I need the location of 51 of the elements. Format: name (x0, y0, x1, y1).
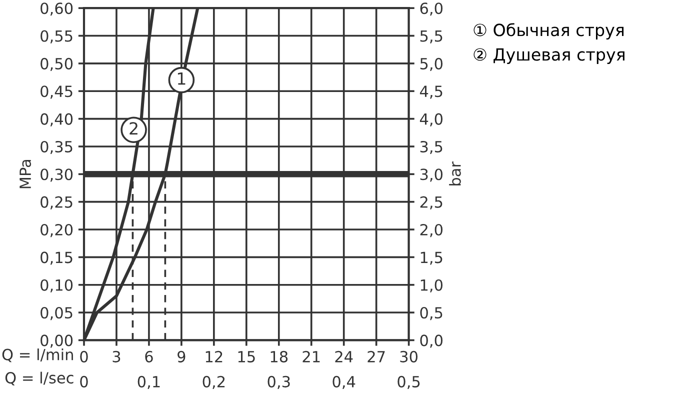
x-tick-label: 12 (206, 350, 222, 362)
text: ② Душевая струя (474, 48, 624, 64)
y-tick-label: 0,40 (40, 113, 73, 126)
y-tick-label: 0,25 (40, 196, 72, 210)
x2-tick-label: 0 (80, 376, 88, 388)
y-tick-label: 0,60 (40, 2, 73, 16)
y2-tick-label: 5,0 (420, 58, 442, 72)
y-tick-label: 0,10 (40, 279, 73, 292)
y2-tick-label: 0,0 (420, 334, 442, 348)
y2-axis-title: bar (449, 161, 461, 186)
y-tick-label: 0,45 (40, 86, 72, 99)
x2-tick-label: 0,5 (398, 376, 420, 389)
y2-tick-label: 4,5 (420, 86, 442, 99)
y-tick-label: 0,50 (40, 58, 73, 72)
y2-tick-label: 3,0 (420, 168, 442, 182)
y2-tick-label: 4,0 (420, 113, 442, 126)
x-tick-label: 15 (238, 351, 255, 362)
y2-tick-label: 1,5 (420, 252, 442, 265)
x-tick-label: 9 (178, 350, 186, 362)
x-tick-label: 6 (145, 350, 153, 362)
x-tick-label: 0 (80, 350, 88, 362)
y-tick-label: 0,55 (40, 30, 72, 44)
y2-tick-label: 2,5 (420, 196, 442, 210)
x-axis-title: Q = l/min (2, 348, 73, 362)
y-tick-label: 0,05 (40, 306, 72, 320)
x2-tick-label: 0,4 (332, 376, 356, 389)
x2-tick-label: 0,2 (202, 376, 225, 389)
y2-tick-label: 2,0 (420, 224, 442, 238)
y-tick-label: 0,20 (40, 224, 73, 238)
x-tick-label: 21 (302, 350, 320, 362)
x2-tick-label: 0,3 (268, 376, 290, 389)
y-tick-label: 0,00 (40, 334, 73, 348)
y2-tick-label: 3,5 (420, 140, 442, 154)
y-tick-label: 0,15 (40, 252, 72, 265)
text: ① Обычная струя (474, 23, 624, 40)
x-tick-label: 18 (270, 350, 288, 362)
x2-axis-title: Q = l/sec (5, 372, 74, 386)
x-tick-label: 30 (400, 350, 418, 362)
y-tick-label: 0,30 (40, 168, 73, 182)
annotation: 2 (130, 122, 138, 134)
y2-tick-label: 0,5 (420, 306, 442, 320)
annotation: 1 (178, 72, 186, 85)
y-axis-title: MPa (20, 160, 32, 188)
y2-tick-label: 1,0 (420, 279, 442, 292)
x-tick-label: 3 (112, 350, 120, 362)
y2-tick-label: 6,0 (420, 2, 442, 16)
x-tick-label: 27 (368, 350, 385, 362)
y2-tick-label: 5,5 (420, 30, 442, 44)
x-tick-label: 24 (335, 350, 353, 362)
x2-tick-label: 0,1 (138, 376, 160, 389)
y-tick-label: 0,35 (40, 140, 72, 154)
